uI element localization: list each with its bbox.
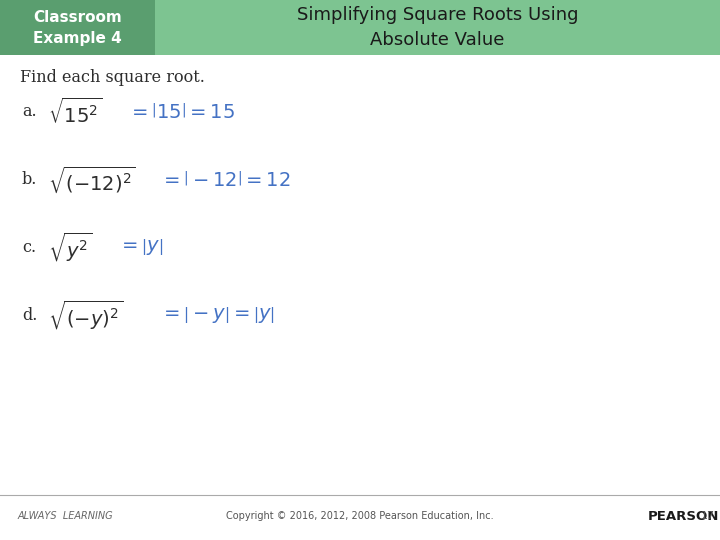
Text: $=\left|-12\right|=12$: $=\left|-12\right|=12$: [160, 171, 291, 190]
Text: $\sqrt{y^2}$: $\sqrt{y^2}$: [48, 231, 92, 264]
Text: Find each square root.: Find each square root.: [20, 70, 205, 86]
Text: Classroom
Example 4: Classroom Example 4: [33, 10, 122, 45]
FancyBboxPatch shape: [155, 0, 720, 55]
Text: $=\left|15\right|=15$: $=\left|15\right|=15$: [128, 103, 235, 122]
Text: a.: a.: [22, 104, 37, 120]
Text: $=\left|y\right|$: $=\left|y\right|$: [118, 237, 163, 257]
Text: d.: d.: [22, 307, 37, 323]
Text: b.: b.: [22, 172, 37, 188]
Text: $\sqrt{(-y)^2}$: $\sqrt{(-y)^2}$: [48, 299, 123, 332]
Text: 17: 17: [701, 511, 715, 521]
FancyBboxPatch shape: [0, 0, 155, 55]
Text: PEARSON: PEARSON: [648, 510, 719, 523]
Text: Simplifying Square Roots Using
Absolute Value: Simplifying Square Roots Using Absolute …: [297, 6, 578, 49]
Text: $\sqrt{15^2}$: $\sqrt{15^2}$: [48, 97, 102, 127]
Text: c.: c.: [22, 239, 36, 255]
Text: $\sqrt{(-12)^2}$: $\sqrt{(-12)^2}$: [48, 165, 136, 195]
Text: $=\left|-y\right|=\left|y\right|$: $=\left|-y\right|=\left|y\right|$: [160, 305, 275, 325]
Text: Copyright © 2016, 2012, 2008 Pearson Education, Inc.: Copyright © 2016, 2012, 2008 Pearson Edu…: [226, 511, 494, 521]
Text: ALWAYS  LEARNING: ALWAYS LEARNING: [18, 511, 114, 521]
